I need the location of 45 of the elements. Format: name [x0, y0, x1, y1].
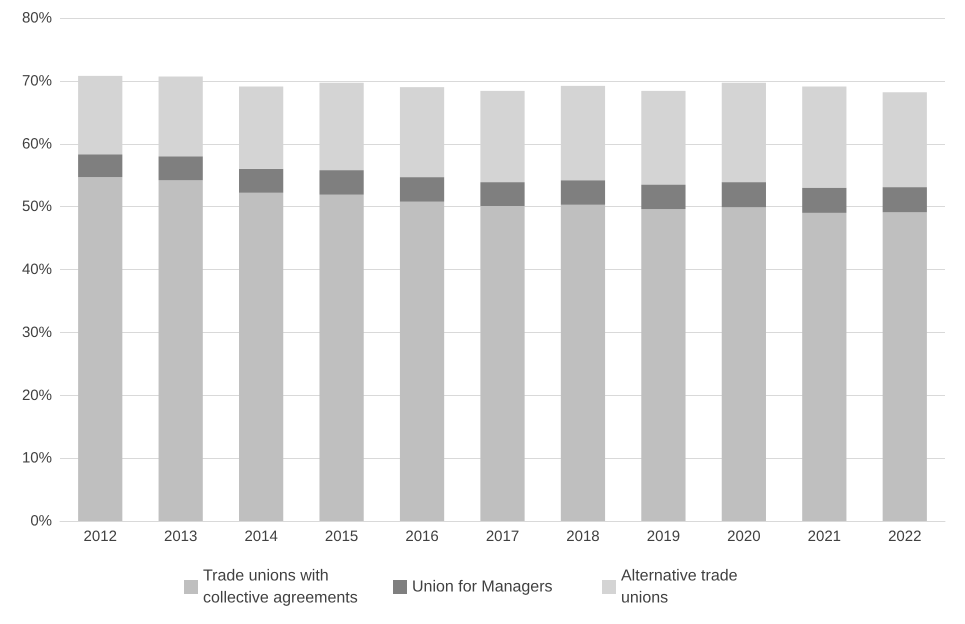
bar: [560, 180, 606, 205]
x-tick-label: 2012: [84, 528, 117, 545]
bar: [319, 194, 364, 521]
legend-label: Trade unions with collective agreements: [203, 568, 358, 606]
x-tick-label: 2015: [324, 528, 358, 545]
y-tick-label: 80%: [22, 10, 52, 26]
bar: [400, 202, 444, 521]
y-tick-label: 50%: [22, 198, 52, 216]
bar: [802, 212, 846, 521]
y-tick-label: 30%: [22, 324, 52, 341]
bar: [158, 180, 203, 521]
bar: [882, 212, 927, 521]
legend-label: Union for Managers: [412, 578, 553, 596]
bar: [400, 177, 444, 202]
bar: [480, 182, 525, 206]
legend-label: Alternative trade unions: [621, 568, 742, 606]
bar: [722, 182, 766, 208]
x-tick-label: 2014: [244, 528, 278, 545]
bar: [239, 168, 284, 193]
y-tick-label: 10%: [22, 450, 52, 467]
bar: [480, 206, 525, 521]
bar: [641, 184, 686, 210]
bar: [641, 209, 686, 521]
bar: [239, 192, 284, 521]
bar: [78, 177, 122, 521]
bar: [882, 187, 927, 212]
y-tick-label: 60%: [22, 135, 52, 152]
x-tick-label: 2019: [646, 528, 680, 545]
x-tick-label: 2020: [727, 528, 761, 545]
bar: [158, 156, 203, 180]
y-tick-label: 40%: [22, 261, 52, 278]
x-tick-label: 2021: [808, 528, 842, 545]
x-tick-label: 2018: [566, 528, 600, 545]
x-tick-label: 2016: [405, 528, 439, 545]
bar: [78, 154, 122, 178]
x-tick-label: 2017: [486, 528, 520, 545]
y-tick-label: 20%: [22, 386, 52, 404]
x-tick-label: 2022: [888, 528, 922, 545]
bar: [722, 207, 766, 521]
x-tick-label: 2013: [164, 528, 198, 545]
bar: [560, 204, 606, 521]
y-tick-label: 70%: [22, 72, 52, 90]
bar: [802, 188, 846, 213]
y-tick-label: 0%: [30, 512, 52, 530]
bar: [319, 170, 364, 195]
